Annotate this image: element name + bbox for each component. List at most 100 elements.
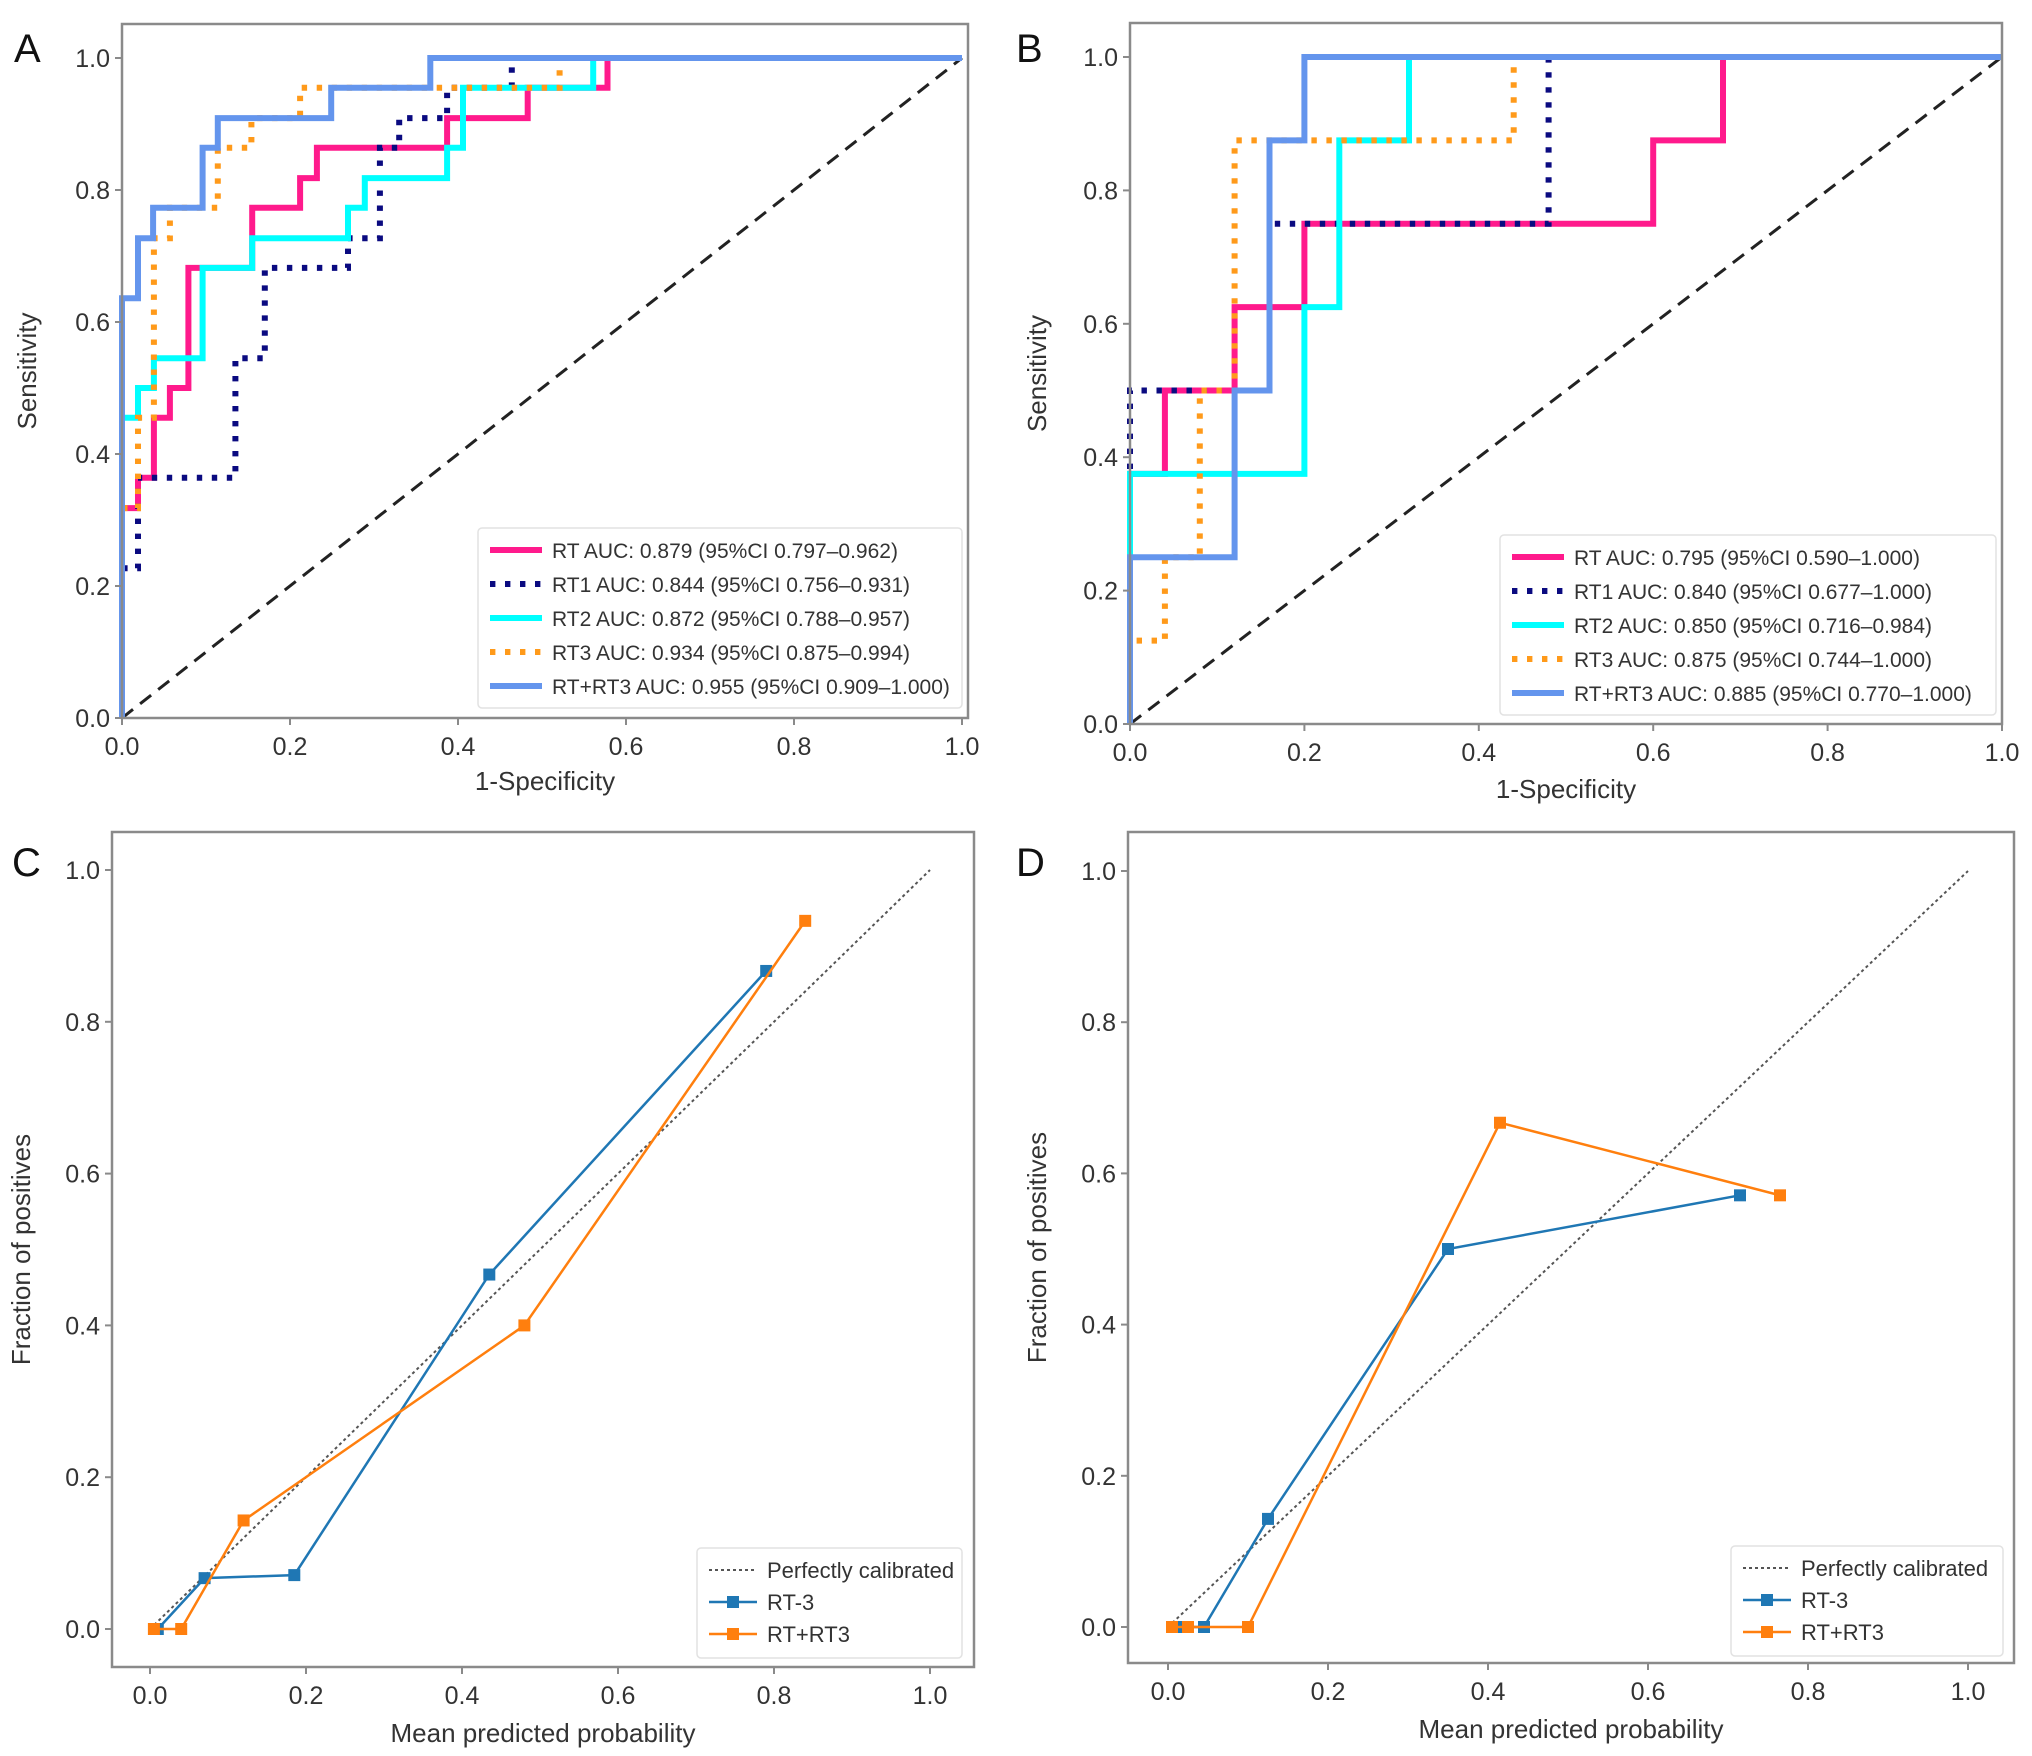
y-tick-label: 0.4 bbox=[75, 441, 110, 469]
legend: Perfectly calibrated RT-3 RT+RT3 bbox=[696, 1547, 963, 1659]
series-rt-3-marker bbox=[1734, 1189, 1746, 1202]
x-tick-label: 0.4 bbox=[1461, 739, 1496, 767]
legend: RT AUC: 0.795 (95%CI 0.590–1.000) RT1 AUC… bbox=[1499, 534, 1997, 716]
panel-b: B 0.0 0.2 0.4 0.6 0.8 1.0 0.0 0.2 0.4 0.6 0.8 1.0 1-S… bbox=[1016, 21, 2020, 804]
legend-box bbox=[696, 1547, 963, 1659]
series-rt-3-line bbox=[1176, 1194, 1741, 1629]
axes-frame bbox=[1128, 21, 2004, 726]
series-rt-rt3-line bbox=[119, 55, 962, 718]
legend-label: RT+RT3 bbox=[1801, 1620, 1884, 1645]
y-tick-label: 1.0 bbox=[65, 857, 100, 885]
x-tick-label: 0.6 bbox=[1636, 739, 1671, 767]
y-tick-label: 0.0 bbox=[1083, 711, 1118, 739]
x-tick-label: 0.8 bbox=[1810, 739, 1845, 767]
series-rt2-line bbox=[119, 55, 962, 718]
x-tick-label: 0.2 bbox=[289, 1682, 324, 1710]
x-axis-label: 1-Specificity bbox=[475, 766, 615, 796]
y-axis-label: Sensitivity bbox=[1022, 315, 1052, 432]
x-tick-label: 0.4 bbox=[1471, 1678, 1506, 1706]
series-rt-rt3-marker bbox=[1182, 1621, 1194, 1633]
y-tick-label: 0.6 bbox=[1081, 1160, 1116, 1188]
series-rt2-line bbox=[1127, 54, 2002, 724]
axes-frame bbox=[120, 22, 970, 720]
panel-c: C 0.0 0.2 0.4 0.6 0.8 1.0 0.0 0.2 0.4 0.6 0.8 1.0 Mea… bbox=[6, 830, 976, 1748]
series-rt-rt3-line bbox=[1127, 54, 2002, 724]
axes-frame bbox=[1126, 830, 2016, 1665]
series-rt3-line bbox=[1127, 54, 2002, 724]
y-tick-label: 0.8 bbox=[1081, 1009, 1116, 1037]
x-tick-label: 1.0 bbox=[945, 733, 980, 761]
panel-a: A 0.0 0.2 0.4 0.6 0.8 1.0 0.0 0.2 0.4 0.6 0.8 1.0 1-S… bbox=[12, 22, 980, 796]
series-rt-rt3-marker bbox=[147, 1623, 160, 1635]
x-tick-label: 0.0 bbox=[105, 733, 140, 761]
legend-label: RT+RT3 AUC: 0.885 (95%CI 0.770–1.000) bbox=[1574, 683, 1972, 706]
legend-marker bbox=[1761, 1594, 1773, 1606]
y-axis-label: Sensitivity bbox=[12, 312, 42, 429]
legend-marker bbox=[727, 1628, 739, 1640]
legend-label: RT3 AUC: 0.875 (95%CI 0.744–1.000) bbox=[1574, 649, 1932, 672]
legend-label: RT-3 bbox=[1801, 1588, 1848, 1613]
y-tick-label: 0.8 bbox=[75, 177, 110, 205]
x-tick-label: 0.8 bbox=[757, 1682, 792, 1710]
perfectly-calibrated-line bbox=[149, 869, 931, 1630]
legend: RT AUC: 0.879 (95%CI 0.797–0.962) RT1 AUC… bbox=[477, 527, 963, 709]
x-axis-label: Mean predicted probability bbox=[391, 1718, 696, 1748]
y-tick-label: 0.4 bbox=[1081, 1312, 1116, 1340]
y-tick-label: 0.0 bbox=[65, 1616, 100, 1644]
x-tick-label: 0.2 bbox=[1287, 739, 1322, 767]
y-tick-label: 0.6 bbox=[75, 309, 110, 337]
legend-label: Perfectly calibrated bbox=[767, 1558, 954, 1583]
series-rt-rt3-marker bbox=[1494, 1116, 1506, 1129]
y-axis-label: Fraction of positives bbox=[6, 1134, 36, 1365]
y-tick-label: 0.0 bbox=[1081, 1614, 1116, 1642]
x-tick-label: 0.0 bbox=[1113, 739, 1148, 767]
x-tick-label: 0.4 bbox=[441, 733, 476, 761]
x-tick-label: 0.6 bbox=[601, 1682, 636, 1710]
legend-label: RT AUC: 0.795 (95%CI 0.590–1.000) bbox=[1574, 547, 1920, 570]
series-rt-3-marker bbox=[1262, 1512, 1274, 1525]
series-rt3-line bbox=[119, 55, 962, 718]
series-rt-3-marker bbox=[288, 1569, 301, 1582]
legend-box bbox=[477, 527, 963, 709]
x-tick-label: 0.0 bbox=[133, 1682, 168, 1710]
y-tick-label: 0.2 bbox=[75, 573, 110, 601]
panel-letter: B bbox=[1016, 27, 1043, 71]
series-rt-rt3-marker bbox=[175, 1623, 188, 1635]
legend-label: RT+RT3 AUC: 0.955 (95%CI 0.909–1.000) bbox=[552, 676, 950, 699]
series-rt-rt3-marker bbox=[1166, 1621, 1178, 1633]
panel-d: D 0.0 0.2 0.4 0.6 0.8 1.0 0.0 0.2 0.4 0.6 0.8 1.0 Mea… bbox=[1016, 830, 2016, 1744]
panel-letter: D bbox=[1016, 841, 1045, 885]
y-tick-label: 0.4 bbox=[65, 1312, 100, 1340]
y-tick-label: 0.4 bbox=[1083, 444, 1118, 472]
legend-label: RT AUC: 0.879 (95%CI 0.797–0.962) bbox=[552, 540, 898, 563]
y-tick-label: 1.0 bbox=[1083, 44, 1118, 72]
x-tick-label: 0.6 bbox=[609, 733, 644, 761]
x-tick-label: 0.2 bbox=[273, 733, 308, 761]
legend-label: RT2 AUC: 0.872 (95%CI 0.788–0.957) bbox=[552, 608, 910, 631]
x-tick-label: 0.0 bbox=[1151, 1678, 1186, 1706]
x-tick-label: 0.4 bbox=[445, 1682, 480, 1710]
x-tick-label: 0.6 bbox=[1631, 1678, 1666, 1706]
y-tick-label: 0.6 bbox=[65, 1161, 100, 1189]
perfectly-calibrated-line bbox=[1167, 870, 1969, 1628]
series-rt-rt3-line bbox=[153, 920, 807, 1631]
panel-letter: A bbox=[14, 27, 41, 71]
y-tick-label: 0.2 bbox=[65, 1464, 100, 1492]
y-tick-label: 1.0 bbox=[1081, 858, 1116, 886]
x-tick-label: 1.0 bbox=[1985, 739, 2020, 767]
legend-label: RT-3 bbox=[767, 1590, 814, 1615]
y-tick-label: 0.8 bbox=[1083, 177, 1118, 205]
series-rt-rt3-marker bbox=[799, 914, 812, 927]
y-tick-label: 0.2 bbox=[1081, 1463, 1116, 1491]
x-tick-label: 0.2 bbox=[1311, 1678, 1346, 1706]
legend-marker bbox=[727, 1596, 739, 1608]
legend-label: RT1 AUC: 0.840 (95%CI 0.677–1.000) bbox=[1574, 581, 1932, 604]
x-axis-label: 1-Specificity bbox=[1496, 774, 1636, 804]
series-rt-3-line bbox=[156, 970, 768, 1630]
legend-box bbox=[1730, 1545, 2004, 1657]
legend-label: RT2 AUC: 0.850 (95%CI 0.716–0.984) bbox=[1574, 615, 1932, 638]
series-rt-rt3-line bbox=[1172, 1121, 1781, 1629]
series-rt-3-marker bbox=[483, 1268, 496, 1281]
series-rt-rt3-marker bbox=[518, 1319, 531, 1332]
